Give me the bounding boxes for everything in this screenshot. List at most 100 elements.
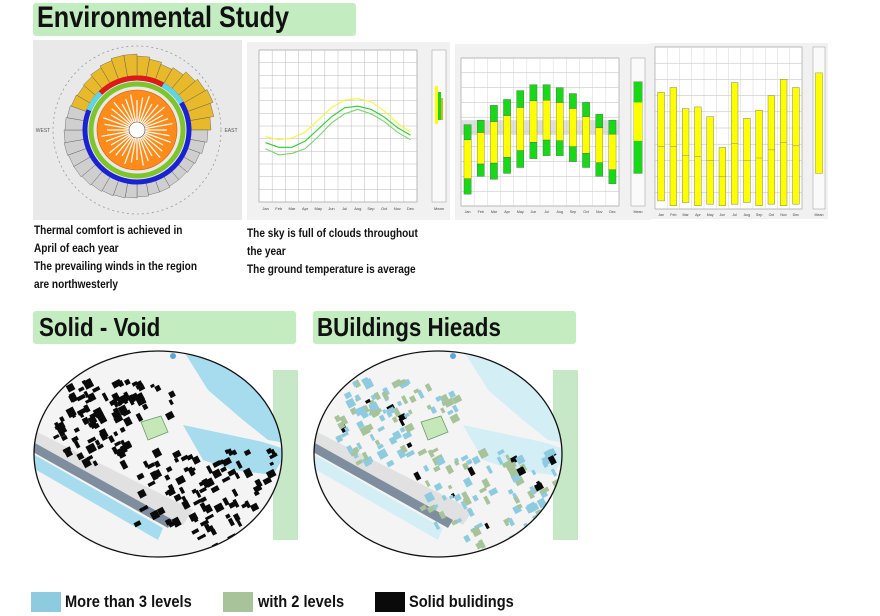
- map1-building: [262, 476, 273, 486]
- map1-building: [111, 378, 123, 389]
- barchart2-x-tick: Aug: [744, 213, 750, 217]
- map1-water-strip: [34, 454, 163, 540]
- map2-building: [486, 465, 494, 475]
- map1-building: [87, 436, 97, 444]
- wind-rose-cyan-arc-2: [86, 91, 103, 112]
- map1-building: [210, 485, 220, 494]
- barchart1-bar-bottom: [569, 146, 577, 162]
- map1-site: [140, 415, 169, 441]
- line-chart-side-bar-3: [441, 98, 443, 120]
- heading-buildings-heights: BUildings Hieads: [317, 312, 501, 342]
- wind-caption-line-1: Thermal comfort is achieved in: [34, 223, 183, 237]
- map2-building: [453, 493, 462, 502]
- map1-building: [73, 440, 81, 449]
- map1-building: [266, 447, 273, 455]
- map1-outline: [33, 350, 283, 558]
- map2-building: [404, 422, 415, 433]
- legend-swatch-3-levels: [31, 592, 61, 612]
- map1-building: [124, 378, 131, 386]
- map1-building: [65, 382, 76, 393]
- map1-building: [122, 409, 132, 417]
- barchart1-bar-mid: [529, 100, 538, 143]
- map2-building: [531, 469, 537, 476]
- map2-building: [376, 448, 389, 460]
- map2-building: [382, 386, 390, 396]
- map2-building: [432, 504, 439, 510]
- wind-rose-cyan-arc: [161, 82, 184, 105]
- barchart1-bar-bottom: [582, 153, 590, 168]
- heading-environmental: Environmental Study: [37, 1, 290, 34]
- map1-building: [112, 407, 122, 418]
- map1-building: [153, 460, 161, 468]
- map2-building: [392, 407, 402, 418]
- map2-site: [420, 415, 449, 441]
- map2-building: [363, 423, 374, 433]
- map1-building: [220, 466, 228, 473]
- map2-building: [382, 408, 387, 415]
- barchart1-bar-bottom: [608, 169, 617, 184]
- line-chart-x-tick: Jul: [342, 206, 347, 211]
- map1-building: [233, 543, 245, 554]
- map1-building: [83, 404, 91, 413]
- map1-building: [101, 392, 109, 402]
- barchart2-x-tick: Jan: [658, 213, 664, 217]
- map2-building: [507, 466, 519, 478]
- map2-marker: [450, 353, 456, 359]
- barchart1-bar-top: [608, 120, 617, 135]
- map1-building: [125, 441, 132, 448]
- map1-building: [114, 440, 122, 447]
- map2-building: [399, 444, 408, 454]
- line-chart-side-bar-2: [438, 92, 441, 120]
- map1-building: [122, 416, 133, 427]
- map1-building: [191, 528, 200, 535]
- map1-building: [249, 502, 260, 512]
- map2-building: [351, 446, 360, 455]
- map1-building: [86, 454, 94, 461]
- map2-building: [479, 486, 487, 494]
- barchart2-x-tick: May: [707, 213, 714, 217]
- barchart1-bar-mid: [503, 115, 511, 158]
- map1-building: [269, 452, 278, 460]
- map1-building: [83, 419, 90, 426]
- map2-building: [480, 448, 488, 458]
- map2-building: [460, 500, 468, 510]
- map2-building: [424, 491, 436, 503]
- map2-building: [463, 534, 471, 543]
- cloud-bar-chart: Jan Feb Mar Apr May Jun Jul Aug Sep Oct Nov Dec Mean: [460, 57, 646, 214]
- map2-building: [534, 482, 544, 492]
- map2-building: [345, 397, 357, 409]
- barchart1-x-tick: Jan: [465, 210, 471, 214]
- map2-building: [367, 455, 374, 463]
- map1-building: [97, 443, 104, 450]
- map2-building: [396, 400, 403, 407]
- wind-rose-chart: WEST EAST: [33, 40, 242, 220]
- barchart1-x-tick: Aug: [557, 210, 563, 214]
- barchart2-x-tick: Sep: [756, 213, 762, 217]
- barchart2-x-tick: Jun: [719, 213, 725, 217]
- barchart1-x-tick: Sep: [570, 210, 576, 214]
- line-chart-x-tick: May: [314, 206, 322, 211]
- map1-building: [127, 395, 135, 406]
- map1-building: [151, 447, 163, 459]
- map2-building: [527, 489, 536, 500]
- map1-building: [119, 444, 128, 454]
- map1-building: [152, 469, 163, 479]
- line-chart-x-tick: Nov: [394, 206, 401, 211]
- barchart1-band: [461, 120, 619, 135]
- barchart1-x-tick: Jul: [544, 210, 549, 214]
- barchart1-bar-bottom: [542, 139, 551, 156]
- map2-building: [361, 376, 369, 384]
- map1-building: [71, 435, 79, 443]
- map2-building: [481, 477, 491, 489]
- line-chart-side-label: Mean: [434, 206, 444, 211]
- map2-building: [416, 389, 425, 400]
- map1-building: [266, 505, 272, 512]
- map1-building: [235, 543, 244, 553]
- map2-building: [369, 433, 376, 442]
- map1-building: [221, 457, 233, 467]
- map1-building: [116, 448, 127, 459]
- map1-building: [111, 446, 119, 455]
- barchart2-x-tick: Nov: [780, 213, 787, 217]
- map2-building: [550, 468, 558, 477]
- map1-marker: [170, 353, 176, 359]
